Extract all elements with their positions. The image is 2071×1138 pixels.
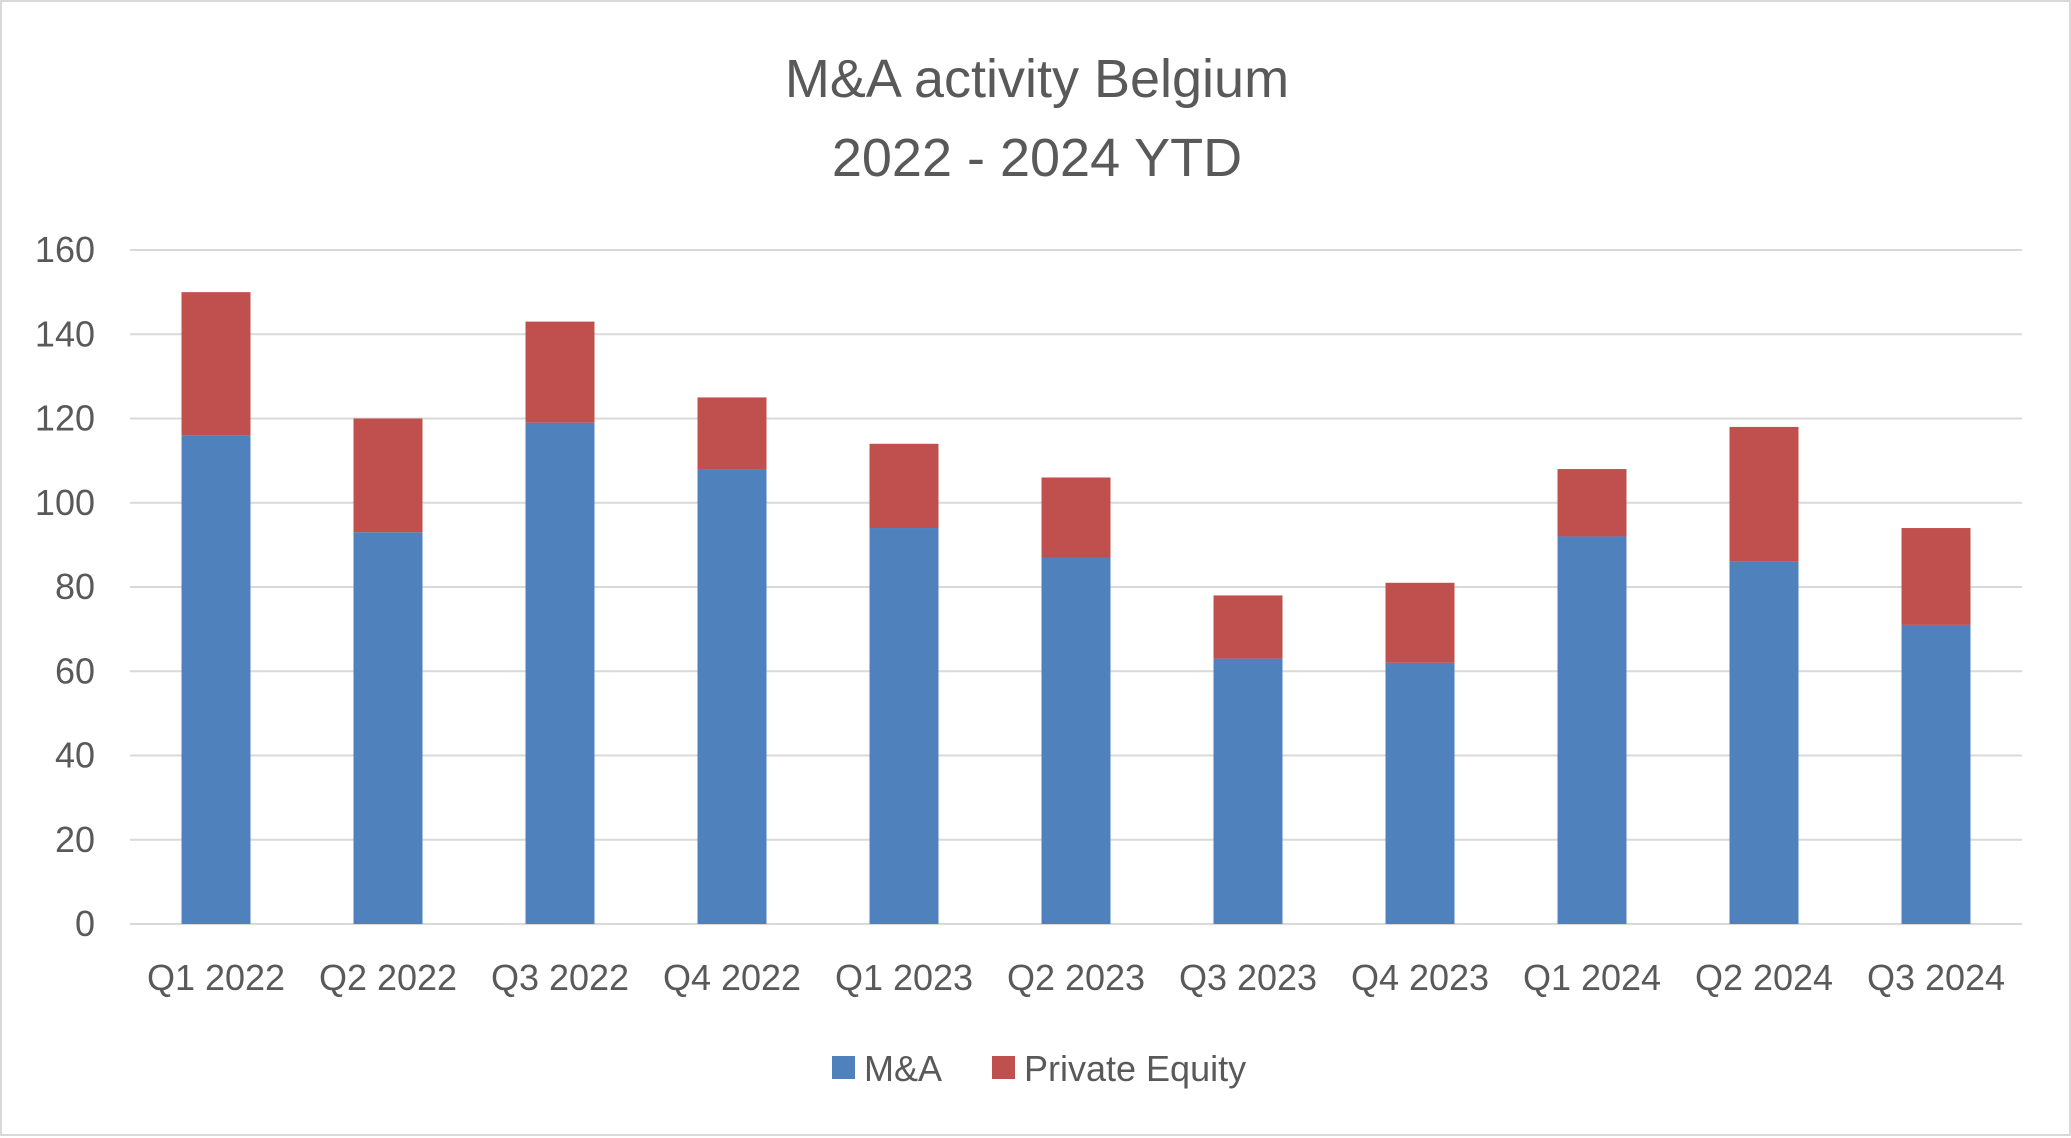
bar-private-equity — [1041, 477, 1111, 558]
bar-ma — [1041, 557, 1111, 924]
legend-label: M&A — [864, 1048, 942, 1089]
y-axis-ticks: 0 20 40 60 80 100 120 140 160 — [35, 229, 95, 944]
y-tick-label: 80 — [55, 566, 95, 607]
chart-title: M&A activity Belgium 2022 - 2024 YTD — [785, 49, 1289, 188]
bar-private-equity — [181, 292, 251, 436]
x-tick-label: Q4 2022 — [663, 957, 801, 998]
legend-label: Private Equity — [1024, 1048, 1246, 1089]
chart-title-line-2: 2022 - 2024 YTD — [832, 128, 1242, 188]
y-tick-label: 160 — [35, 229, 95, 270]
x-tick-label: Q4 2023 — [1351, 957, 1489, 998]
bar-private-equity — [1213, 595, 1283, 659]
y-tick-label: 60 — [55, 650, 95, 691]
y-tick-label: 140 — [35, 313, 95, 354]
bar-private-equity — [697, 397, 767, 470]
bar-ma — [1901, 624, 1971, 924]
bar-private-equity — [525, 321, 595, 423]
y-tick-label: 0 — [75, 903, 95, 944]
x-tick-label: Q1 2023 — [835, 957, 973, 998]
x-tick-label: Q2 2024 — [1695, 957, 1833, 998]
bar-private-equity — [353, 418, 423, 533]
legend-swatch — [992, 1056, 1015, 1079]
x-tick-label: Q3 2023 — [1179, 957, 1317, 998]
x-tick-label: Q2 2022 — [319, 957, 457, 998]
y-tick-label: 40 — [55, 735, 95, 776]
x-tick-label: Q1 2024 — [1523, 957, 1661, 998]
x-tick-label: Q3 2022 — [491, 957, 629, 998]
bar-ma — [181, 435, 251, 924]
bar-ma — [697, 469, 767, 924]
bar-private-equity — [1729, 426, 1799, 562]
bar-ma — [1385, 662, 1455, 924]
bar-private-equity — [1901, 528, 1971, 625]
y-tick-label: 120 — [35, 398, 95, 439]
bar-ma — [353, 532, 423, 924]
bar-ma — [1729, 561, 1799, 924]
x-tick-label: Q1 2022 — [147, 957, 285, 998]
chart-title-line-1: M&A activity Belgium — [785, 49, 1289, 109]
y-tick-label: 100 — [35, 482, 95, 523]
x-tick-label: Q2 2023 — [1007, 957, 1145, 998]
bar-private-equity — [1557, 469, 1627, 537]
bar-ma — [1557, 536, 1627, 924]
bar-ma — [869, 528, 939, 924]
bar-ma — [525, 422, 595, 924]
bars — [181, 292, 1971, 924]
x-axis-ticks: Q1 2022 Q2 2022 Q3 2022 Q4 2022 Q1 2023 Q2 20… — [147, 957, 2005, 998]
bar-ma — [1213, 658, 1283, 924]
legend-swatch — [832, 1056, 855, 1079]
x-tick-label: Q3 2024 — [1867, 957, 2005, 998]
bar-private-equity — [1385, 582, 1455, 663]
legend: M&A Private Equity — [832, 1048, 1246, 1089]
bar-private-equity — [869, 443, 939, 529]
y-tick-label: 20 — [55, 819, 95, 860]
